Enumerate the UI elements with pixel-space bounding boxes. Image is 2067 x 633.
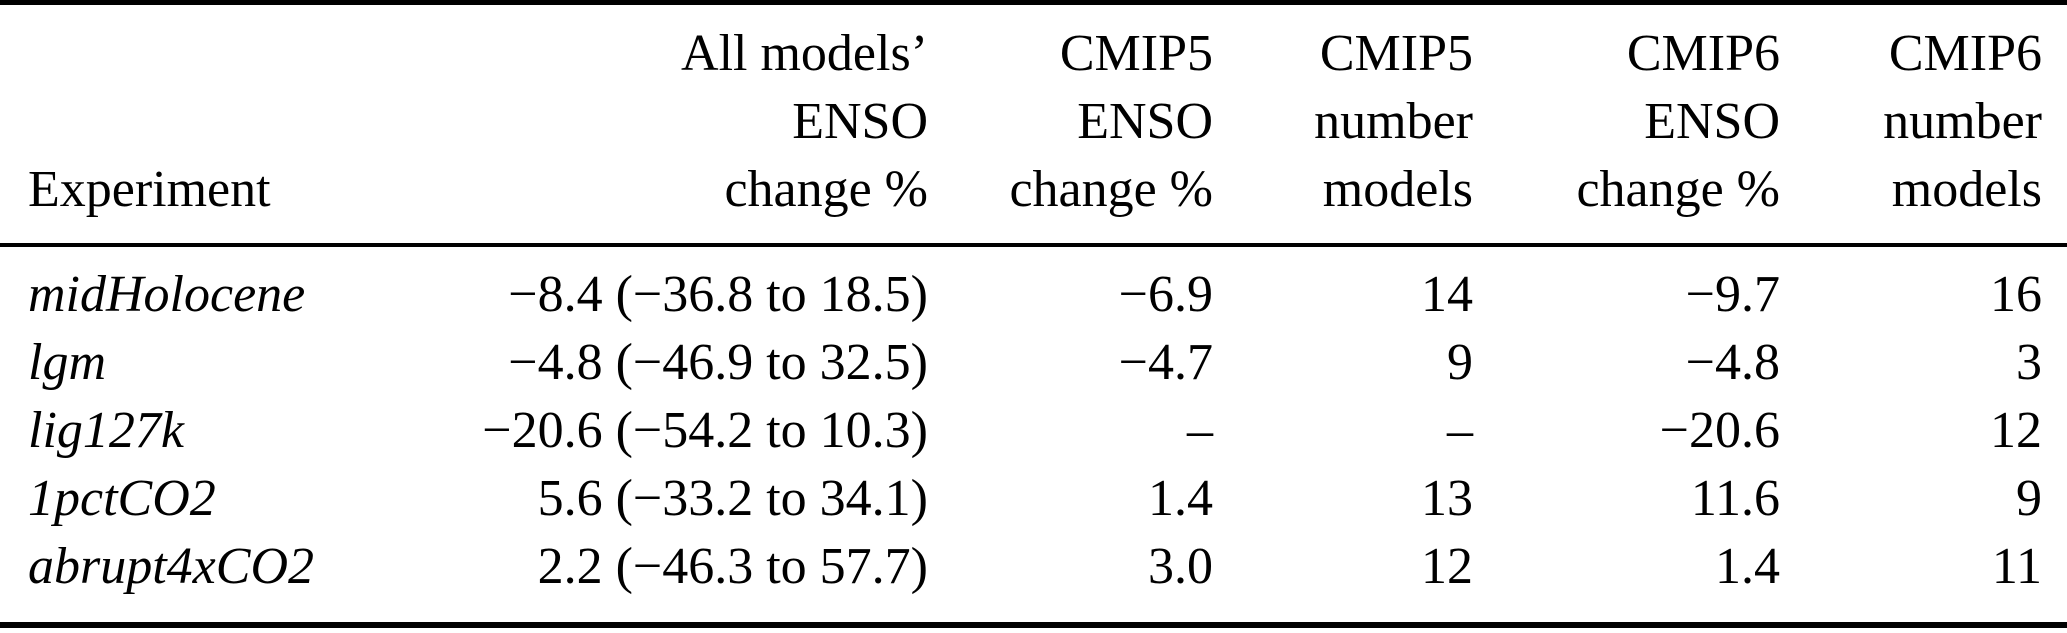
cmip6-enso-change-cell: −9.7: [1685, 266, 1780, 323]
cmip6-enso-change-cell: −4.8: [1685, 334, 1780, 391]
cmip5-enso-change-cell: –: [1187, 402, 1213, 459]
header-line: number: [1883, 93, 2042, 150]
all-models-enso-change-cell: 5.6 (−33.2 to 34.1): [537, 470, 928, 527]
cmip6-number-models-cell: 12: [1990, 402, 2042, 459]
table-header-rule: [0, 243, 2067, 247]
header-line: ENSO: [792, 93, 928, 150]
table-row: 1pctCO2 5.6 (−33.2 to 34.1) 1.4 13 11.6 …: [0, 465, 2067, 533]
header-line: CMIP6: [1626, 25, 1780, 82]
cmip5-enso-change-cell: −4.7: [1118, 334, 1213, 391]
table-bottom-rule: [0, 622, 2067, 628]
cmip5-number-models-cell: 13: [1421, 470, 1473, 527]
column-header-cmip5-enso-change: CMIP5 ENSO change %: [928, 20, 1213, 224]
cmip5-enso-change-cell: 1.4: [1148, 470, 1213, 527]
column-header-cmip5-number-models: CMIP5 number models: [1213, 20, 1473, 224]
all-models-enso-change-cell: −20.6 (−54.2 to 10.3): [482, 402, 928, 459]
table-header-row: Experiment All models’ ENSO change % CMI…: [0, 20, 2067, 224]
header-line: CMIP6: [1888, 25, 2042, 82]
column-header-experiment: Experiment: [0, 156, 450, 224]
cmip5-enso-change-cell: 3.0: [1148, 538, 1213, 595]
header-line: ENSO: [1077, 93, 1213, 150]
header-line: CMIP5: [1319, 25, 1473, 82]
column-header-all-models-enso-change: All models’ ENSO change %: [450, 20, 928, 224]
experiment-name-cell: lgm: [28, 334, 106, 391]
cmip5-number-models-cell: 12: [1421, 538, 1473, 595]
cmip5-enso-change-cell: −6.9: [1118, 266, 1213, 323]
table-top-rule: [0, 0, 2067, 5]
header-line: number: [1314, 93, 1473, 150]
experiment-name-cell: 1pctCO2: [28, 470, 216, 527]
experiment-name-cell: lig127k: [28, 402, 184, 459]
cmip5-number-models-cell: 9: [1447, 334, 1473, 391]
table-body: midHolocene −8.4 (−36.8 to 18.5) −6.9 14…: [0, 261, 2067, 601]
cmip6-enso-change-cell: 11.6: [1690, 470, 1780, 527]
cmip5-number-models-cell: 14: [1421, 266, 1473, 323]
experiment-name-cell: midHolocene: [28, 266, 306, 323]
cmip6-number-models-cell: 11: [1991, 538, 2042, 595]
table-row: midHolocene −8.4 (−36.8 to 18.5) −6.9 14…: [0, 261, 2067, 329]
header-line: CMIP5: [1059, 25, 1213, 82]
header-line: change %: [724, 161, 928, 218]
all-models-enso-change-cell: 2.2 (−46.3 to 57.7): [537, 538, 928, 595]
cmip6-number-models-cell: 16: [1990, 266, 2042, 323]
cmip6-enso-change-cell: −20.6: [1659, 402, 1780, 459]
experiment-name-cell: abrupt4xCO2: [28, 538, 314, 595]
cmip6-number-models-cell: 9: [2016, 470, 2042, 527]
cmip6-enso-change-cell: 1.4: [1715, 538, 1780, 595]
table-row: lgm −4.8 (−46.9 to 32.5) −4.7 9 −4.8 3: [0, 329, 2067, 397]
header-line: models: [1322, 161, 1473, 218]
cmip6-number-models-cell: 3: [2016, 334, 2042, 391]
cmip5-number-models-cell: –: [1447, 402, 1473, 459]
header-line: All models’: [681, 25, 928, 82]
column-header-cmip6-enso-change: CMIP6 ENSO change %: [1473, 20, 1780, 224]
header-line: models: [1891, 161, 2042, 218]
table-row: lig127k −20.6 (−54.2 to 10.3) – – −20.6 …: [0, 397, 2067, 465]
column-header-cmip6-number-models: CMIP6 number models: [1780, 20, 2042, 224]
all-models-enso-change-cell: −8.4 (−36.8 to 18.5): [508, 266, 928, 323]
header-line: change %: [1009, 161, 1213, 218]
header-line: Experiment: [28, 161, 271, 218]
all-models-enso-change-cell: −4.8 (−46.9 to 32.5): [508, 334, 928, 391]
header-line: change %: [1576, 161, 1780, 218]
header-line: ENSO: [1644, 93, 1780, 150]
table-row: abrupt4xCO2 2.2 (−46.3 to 57.7) 3.0 12 1…: [0, 533, 2067, 601]
